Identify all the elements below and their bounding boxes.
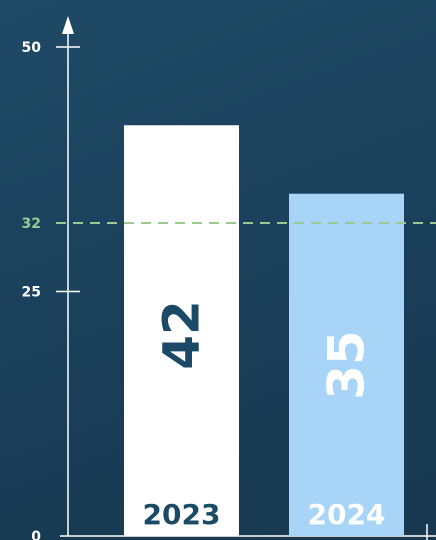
y-tick-label-0: 0 [31,529,41,540]
y-tick-label-50: 50 [22,40,42,56]
bar-value-label-2023: 42 [153,300,211,370]
y-tick-label-25: 25 [22,285,41,301]
y-axis-ticks [56,46,80,293]
y-axis-arrow-icon [62,16,74,34]
category-label-2023: 2023 [143,498,221,531]
bar-value-label-2024: 35 [318,330,376,400]
reference-line-label: 32 [22,216,41,232]
bar-2024 [289,193,404,536]
category-label-2024: 2024 [308,498,386,531]
bar-2023 [124,125,239,537]
